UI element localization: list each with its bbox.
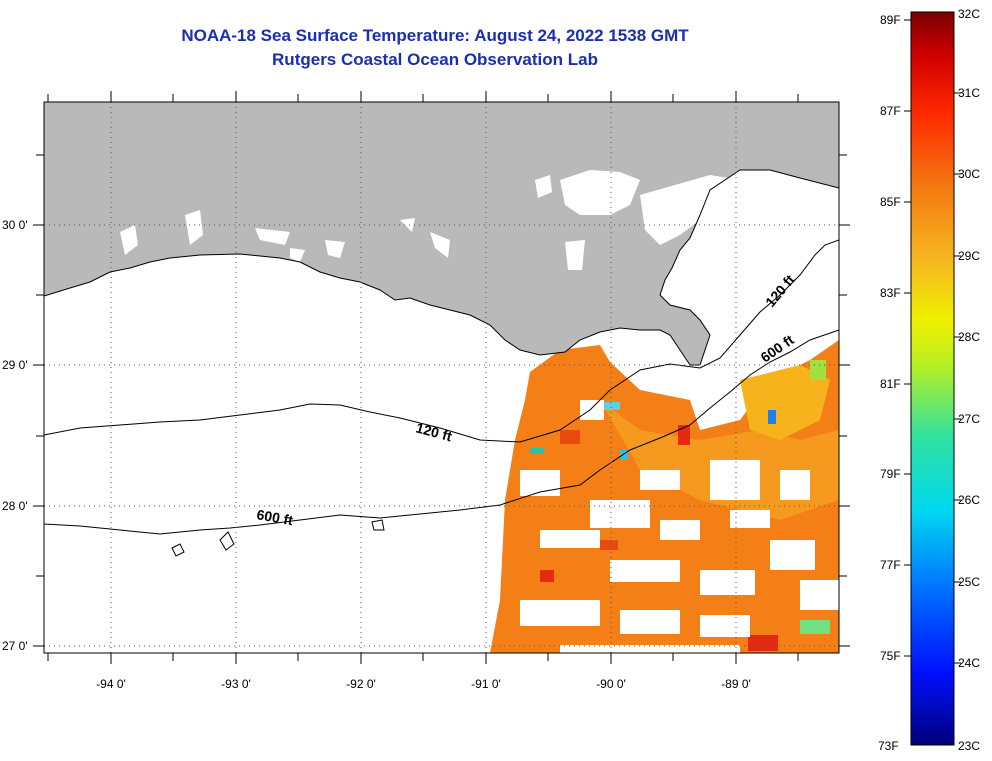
f-label: 75F — [880, 649, 901, 663]
c-label: 31C — [958, 86, 980, 100]
lon-label: -91 0' — [471, 677, 501, 691]
axis-ticks — [33, 91, 850, 664]
lon-label: -93 0' — [221, 677, 251, 691]
f-label: 81F — [880, 377, 901, 391]
c-label: 25C — [958, 575, 980, 589]
contour-600ft — [44, 329, 839, 535]
lat-label: 29 0' — [2, 358, 28, 372]
longitude-labels: -94 0' -93 0' -92 0' -91 0' -90 0' -89 0… — [96, 677, 751, 691]
f-label: 85F — [880, 195, 901, 209]
land-mass — [44, 102, 839, 365]
latitude-labels: 30 0' 29 0' 28 0' 27 0' — [2, 218, 28, 653]
lat-label: 30 0' — [2, 218, 28, 232]
f-label: 77F — [880, 558, 901, 572]
map-title: NOAA-18 Sea Surface Temperature: August … — [181, 26, 689, 45]
c-label: 32C — [958, 7, 980, 21]
f-label: 89F — [880, 13, 901, 27]
f-label: 83F — [880, 286, 901, 300]
c-label: 24C — [958, 656, 980, 670]
colorbar-ticks — [904, 19, 961, 664]
lon-label: -89 0' — [721, 677, 751, 691]
lon-label: -94 0' — [96, 677, 126, 691]
c-label: 23C — [958, 739, 980, 753]
c-label: 26C — [958, 493, 980, 507]
colorbar-f-labels: 89F 87F 85F 83F 81F 79F 77F 75F 73F — [878, 13, 901, 753]
map-subtitle: Rutgers Coastal Ocean Observation Lab — [272, 50, 598, 69]
lon-label: -90 0' — [596, 677, 626, 691]
lon-label: -92 0' — [346, 677, 376, 691]
f-label: 79F — [880, 467, 901, 481]
colorbar-c-labels: 32C 31C 30C 29C 28C 27C 26C 25C 24C 23C — [958, 7, 980, 753]
lat-label: 27 0' — [2, 639, 28, 653]
c-label: 29C — [958, 249, 980, 263]
c-label: 28C — [958, 330, 980, 344]
f-label: 73F — [878, 739, 899, 753]
lat-label: 28 0' — [2, 499, 28, 513]
c-label: 30C — [958, 167, 980, 181]
c-label: 27C — [958, 412, 980, 426]
colorbar — [910, 11, 955, 746]
land-clouds — [120, 170, 740, 305]
map-grid — [44, 102, 839, 653]
f-label: 87F — [880, 104, 901, 118]
contour-label: 600 ft — [255, 506, 294, 528]
contour-120ft-west — [44, 239, 839, 443]
